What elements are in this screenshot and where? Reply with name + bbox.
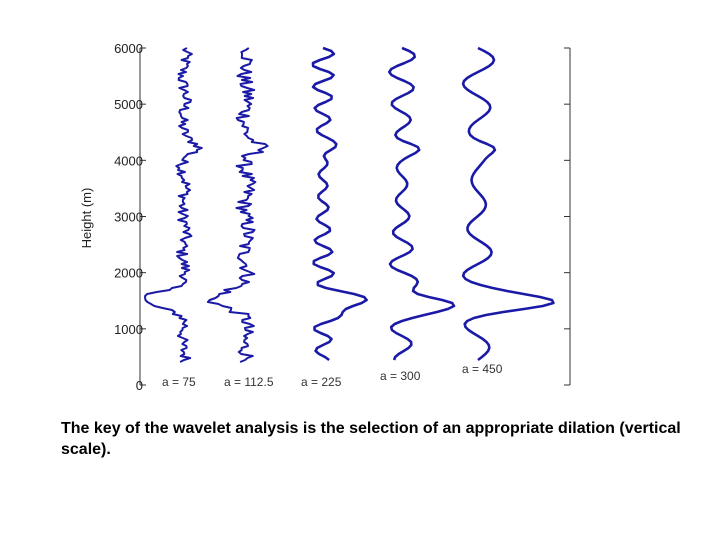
trace-label: a = 112.5	[224, 375, 274, 389]
trace-label: a = 75	[162, 375, 196, 389]
y-tick-label: 6000	[114, 41, 143, 56]
trace-line	[144, 47, 203, 363]
trace-label: a = 300	[380, 369, 421, 383]
y-tick-label: 2000	[114, 266, 143, 281]
y-ticks: 0 1000 2000 3000 4000 5000 6000	[114, 41, 570, 393]
trace-line	[461, 46, 555, 362]
y-tick-label: 4000	[114, 153, 143, 168]
y-tick-label: 5000	[114, 97, 143, 112]
trace-label: a = 225	[301, 375, 342, 389]
trace-line	[311, 46, 368, 362]
wavelet-figure: 0 1000 2000 3000 4000 5000 6000 Height (m) a =…	[79, 41, 571, 393]
y-tick-label: 1000	[114, 322, 143, 337]
caption: The key of the wavelet analysis is the s…	[61, 420, 681, 458]
trace-line	[387, 46, 456, 361]
traces	[144, 46, 555, 363]
y-axis-label: Height (m)	[79, 188, 94, 249]
trace-labels: a = 75 a = 112.5 a = 225 a = 300 a = 450	[162, 362, 503, 389]
y-tick-label: 3000	[114, 210, 143, 225]
trace-label: a = 450	[462, 362, 503, 376]
trace-line	[206, 47, 269, 363]
y-tick-label: 0	[136, 378, 143, 393]
